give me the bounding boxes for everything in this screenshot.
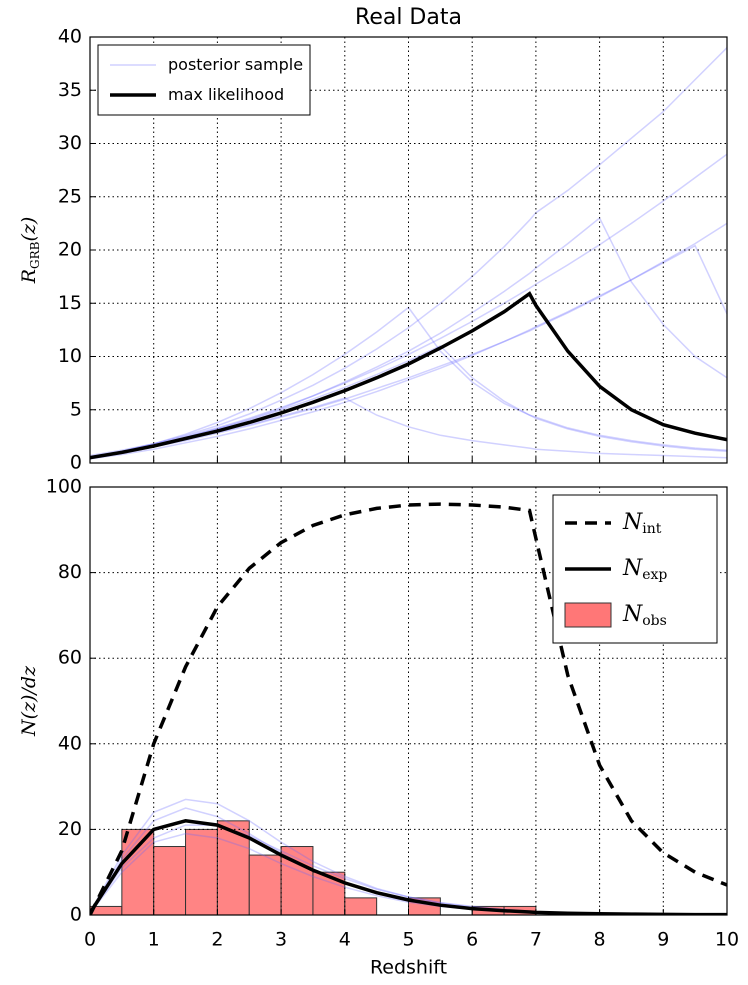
legend-sub: exp — [642, 567, 667, 583]
y-tick-label: 30 — [58, 132, 82, 154]
legend-label: Nint — [622, 510, 662, 537]
x-tick-label: 1 — [148, 929, 160, 951]
series-line — [90, 819, 727, 915]
axes-frame — [89, 486, 728, 916]
y-tick-label: 20 — [58, 818, 82, 840]
y-tick-label: 5 — [70, 398, 82, 420]
y-tick-label: 20 — [58, 239, 82, 261]
legend-swatch — [564, 602, 612, 628]
x-tick-label: 10 — [715, 929, 739, 951]
legend-label: max likelihood — [168, 85, 284, 104]
y-tick-label: 25 — [58, 185, 82, 207]
legend-label: Nobs — [622, 602, 667, 629]
legend-label: posterior sample — [168, 55, 303, 74]
y-tick-label: 0 — [70, 904, 82, 926]
histogram-bar — [344, 897, 378, 915]
y-tick-label: 10 — [58, 345, 82, 367]
posterior-line — [90, 153, 727, 457]
y-tick-label: 100 — [46, 476, 82, 498]
histogram-bar — [185, 828, 218, 915]
plot-area — [90, 502, 727, 915]
x-tick-label: 7 — [530, 929, 542, 951]
histogram-bar — [248, 854, 282, 915]
legend-name: N — [622, 602, 643, 627]
x-axis-label: Redshift — [370, 957, 447, 979]
legend-name: N — [622, 510, 643, 535]
y-tick-label: 35 — [58, 79, 82, 101]
posterior-line — [90, 306, 727, 459]
x-tick-label: 0 — [84, 929, 96, 951]
y-axis-label: RGRB(z) — [18, 217, 42, 285]
y-label-main: N(z)/dz — [18, 665, 40, 737]
legend-name: N — [622, 556, 643, 581]
x-tick-label: 9 — [657, 929, 669, 951]
legend-box — [97, 44, 311, 116]
y-tick-label: 80 — [58, 561, 82, 583]
chart-title: Real Data — [355, 5, 462, 30]
axes-frame — [89, 36, 728, 464]
legend-sub: obs — [642, 613, 667, 629]
histogram-bar — [312, 871, 346, 915]
y-axis-label: N(z)/dz — [18, 665, 40, 737]
x-tick-label: 2 — [211, 929, 223, 951]
posterior-line — [90, 222, 727, 460]
y-tick-label: 40 — [58, 732, 82, 754]
legend-sub: int — [642, 521, 661, 537]
y-tick-label: 40 — [58, 26, 82, 48]
x-tick-label: 5 — [402, 929, 414, 951]
y-label-sub: GRB — [28, 241, 42, 269]
y-tick-label: 60 — [58, 647, 82, 669]
x-tick-label: 8 — [594, 929, 606, 951]
series-line — [90, 502, 727, 915]
x-tick-label: 3 — [275, 929, 287, 951]
y-label-main: R — [18, 269, 40, 284]
y-label-suffix: (z) — [18, 217, 40, 242]
y-tick-label: 15 — [58, 292, 82, 314]
y-tick-label: 0 — [70, 452, 82, 474]
x-tick-label: 4 — [339, 929, 351, 951]
legend-label: Nexp — [622, 556, 667, 583]
posterior-line — [90, 244, 727, 460]
legend-name: posterior sample — [168, 55, 303, 74]
legend-name: max likelihood — [168, 85, 284, 104]
posterior-line — [90, 47, 727, 459]
histogram-bar — [153, 846, 187, 915]
x-tick-label: 6 — [466, 929, 478, 951]
